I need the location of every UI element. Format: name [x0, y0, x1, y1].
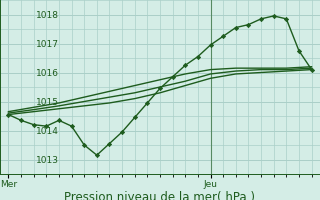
X-axis label: Pression niveau de la mer( hPa ): Pression niveau de la mer( hPa ) — [65, 191, 255, 200]
